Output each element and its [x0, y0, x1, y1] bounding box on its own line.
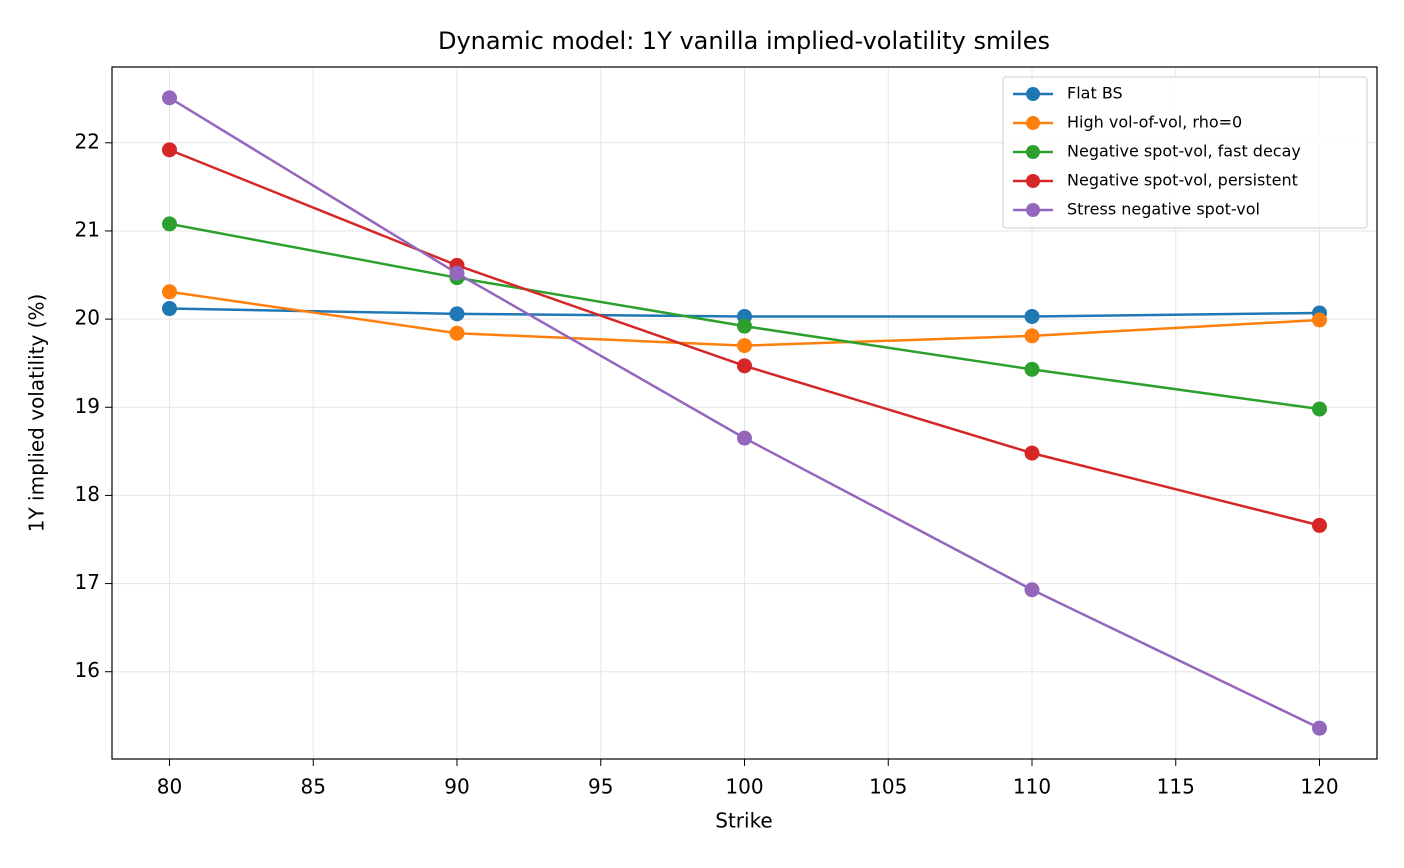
data-point	[1312, 312, 1327, 328]
y-tick-label: 22	[75, 129, 100, 153]
data-point	[162, 216, 177, 232]
legend-label: Stress negative spot-vol	[1067, 200, 1260, 219]
data-point	[1312, 401, 1327, 417]
data-point	[162, 301, 177, 317]
legend-marker	[1026, 174, 1040, 188]
data-point	[449, 265, 465, 281]
data-point	[449, 325, 465, 341]
chart-title: Dynamic model: 1Y vanilla implied-volati…	[438, 27, 1050, 55]
data-point	[449, 306, 465, 322]
legend-marker	[1026, 145, 1040, 159]
data-point	[737, 338, 752, 354]
x-tick-label: 105	[869, 775, 907, 799]
data-point	[1024, 445, 1040, 461]
data-point	[1312, 720, 1327, 736]
legend-box	[1002, 76, 1368, 229]
legend-marker	[1026, 87, 1040, 101]
data-point	[1024, 308, 1040, 324]
legend-label: Negative spot-vol, fast decay	[1067, 142, 1301, 161]
data-point	[1024, 328, 1040, 344]
x-tick-label: 110	[1013, 775, 1051, 799]
legend-label: Flat BS	[1067, 84, 1123, 103]
legend-label: Negative spot-vol, persistent	[1067, 171, 1298, 190]
data-point	[737, 358, 752, 374]
data-point	[1024, 361, 1040, 377]
x-tick-label: 95	[588, 775, 613, 799]
data-point	[162, 142, 177, 158]
y-tick-label: 19	[75, 394, 100, 418]
x-tick-label: 85	[301, 775, 326, 799]
legend: Flat BS High vol-of-vol, rho=0 Negative sp…	[1002, 76, 1368, 229]
data-point	[737, 318, 752, 334]
plot-frame	[111, 66, 1378, 760]
data-point	[1024, 582, 1040, 598]
data-point	[162, 284, 177, 300]
y-tick-label: 20	[75, 306, 100, 330]
data-point	[162, 90, 177, 106]
x-tick-label: 80	[157, 775, 182, 799]
legend-marker	[1026, 203, 1040, 217]
x-tick-label: 115	[1157, 775, 1195, 799]
x-tick-label: 90	[444, 775, 469, 799]
data-point	[737, 430, 752, 446]
x-axis-label: Strike	[715, 809, 773, 833]
legend-label: High vol-of-vol, rho=0	[1067, 113, 1242, 132]
data-point	[1312, 517, 1327, 533]
y-tick-label: 21	[75, 217, 100, 241]
legend-marker	[1026, 116, 1040, 130]
x-tick-label: 120	[1300, 775, 1338, 799]
x-tick-label: 100	[725, 775, 763, 799]
y-tick-label: 17	[75, 570, 100, 594]
y-tick-label: 16	[75, 658, 100, 682]
y-tick-label: 18	[75, 482, 100, 506]
y-axis-label: 1Y implied volatility (%)	[25, 294, 49, 533]
